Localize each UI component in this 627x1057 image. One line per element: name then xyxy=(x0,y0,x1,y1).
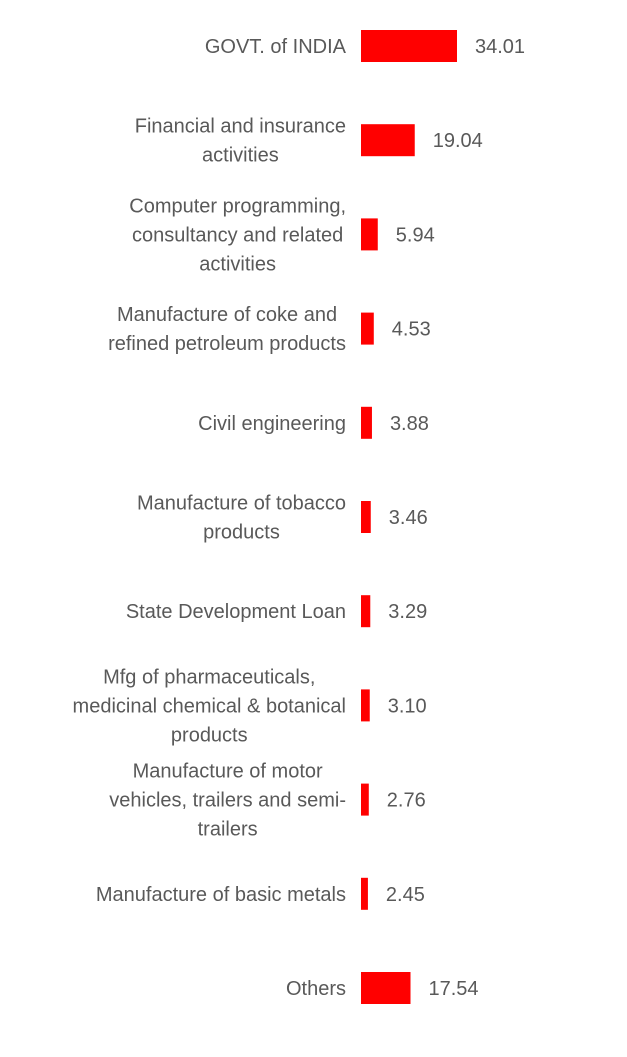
data-label: 34.01 xyxy=(475,36,525,58)
bar xyxy=(361,595,371,628)
category-labels: GOVT. of INDIA Financial and insurance act… xyxy=(73,36,347,1000)
bar xyxy=(361,972,411,1004)
bar xyxy=(361,406,372,439)
category-label: State Development Loan xyxy=(126,601,346,623)
bars xyxy=(361,30,457,1004)
data-label: 17.54 xyxy=(429,978,479,1000)
category-label: GOVT. of INDIA xyxy=(205,36,347,58)
category-label: Manufacture of motor vehicles, trailers a… xyxy=(109,761,346,841)
bar xyxy=(361,501,371,533)
category-label: Manufacture of basic metals xyxy=(96,884,346,906)
data-label: 3.10 xyxy=(388,695,427,717)
bar xyxy=(361,124,415,157)
bar xyxy=(361,689,370,722)
value-labels: 34.01 19.04 5.94 4.53 3.88 3.46 3.29 3.10 2.76 2.… xyxy=(386,36,525,1000)
bar xyxy=(361,30,457,62)
bar xyxy=(361,218,378,251)
data-label: 2.76 xyxy=(387,790,426,812)
data-label: 4.53 xyxy=(392,319,431,341)
category-label: Others xyxy=(286,978,346,1000)
category-label: Manufacture of tobacco products xyxy=(137,493,346,544)
category-label: Mfg of pharmaceuticals, medicinal chemica… xyxy=(73,666,346,746)
category-label: Computer programming, consultancy and rel… xyxy=(129,195,346,275)
data-label: 3.88 xyxy=(390,413,429,435)
category-label: Civil engineering xyxy=(198,413,346,435)
data-label: 3.46 xyxy=(389,507,428,529)
bar xyxy=(361,877,368,910)
category-label: Manufacture of coke and refined petroleum… xyxy=(108,304,346,355)
bar xyxy=(361,783,369,816)
data-label: 2.45 xyxy=(386,884,425,906)
bar xyxy=(361,312,374,345)
data-label: 5.94 xyxy=(396,224,435,246)
data-label: 3.29 xyxy=(388,601,427,623)
category-label: Financial and insurance activities xyxy=(135,116,346,167)
data-label: 19.04 xyxy=(433,130,483,152)
